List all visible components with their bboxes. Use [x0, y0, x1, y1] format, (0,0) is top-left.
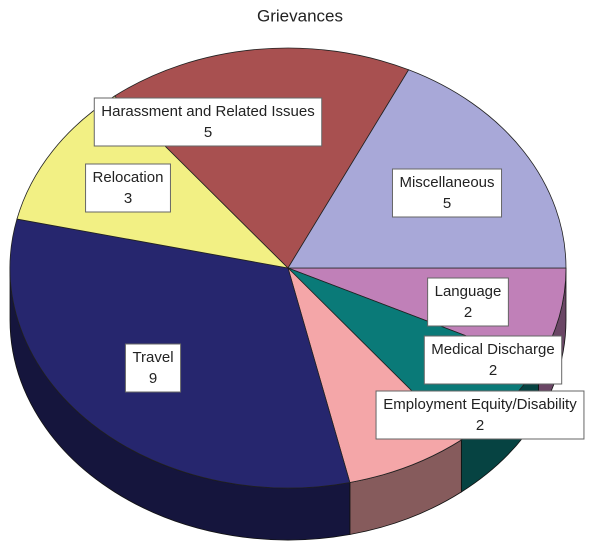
- label-box: [85, 163, 171, 213]
- data-label: Travel 9: [124, 343, 182, 393]
- label-box: [375, 390, 585, 440]
- label-category: Medical Discharge: [431, 341, 554, 358]
- chart-title: Grievances: [257, 6, 343, 25]
- data-label: Employment Equity/Disability 2: [375, 390, 585, 440]
- label-box: [423, 335, 563, 385]
- label-category: Harassment and Related Issues: [101, 103, 314, 120]
- label-category: Miscellaneous: [399, 174, 494, 191]
- label-value: 2: [476, 417, 484, 434]
- data-label: Harassment and Related Issues 5: [93, 97, 323, 147]
- label-value: 2: [489, 362, 497, 379]
- data-label: Medical Discharge 2: [423, 335, 563, 385]
- label-category: Employment Equity/Disability: [383, 396, 577, 413]
- label-value: 3: [124, 190, 132, 207]
- label-box: [93, 97, 323, 147]
- label-box: [124, 343, 182, 393]
- data-label: Miscellaneous 5: [391, 168, 503, 218]
- label-category: Language: [435, 283, 502, 300]
- label-category: Travel: [132, 349, 173, 366]
- label-box: [427, 277, 509, 327]
- data-label: Relocation 3: [85, 163, 171, 213]
- label-category: Relocation: [93, 169, 164, 186]
- label-value: 2: [464, 304, 472, 321]
- label-value: 9: [149, 370, 157, 387]
- data-label: Language 2: [427, 277, 509, 327]
- label-value: 5: [443, 195, 451, 212]
- label-value: 5: [204, 124, 212, 141]
- label-box: [391, 168, 503, 218]
